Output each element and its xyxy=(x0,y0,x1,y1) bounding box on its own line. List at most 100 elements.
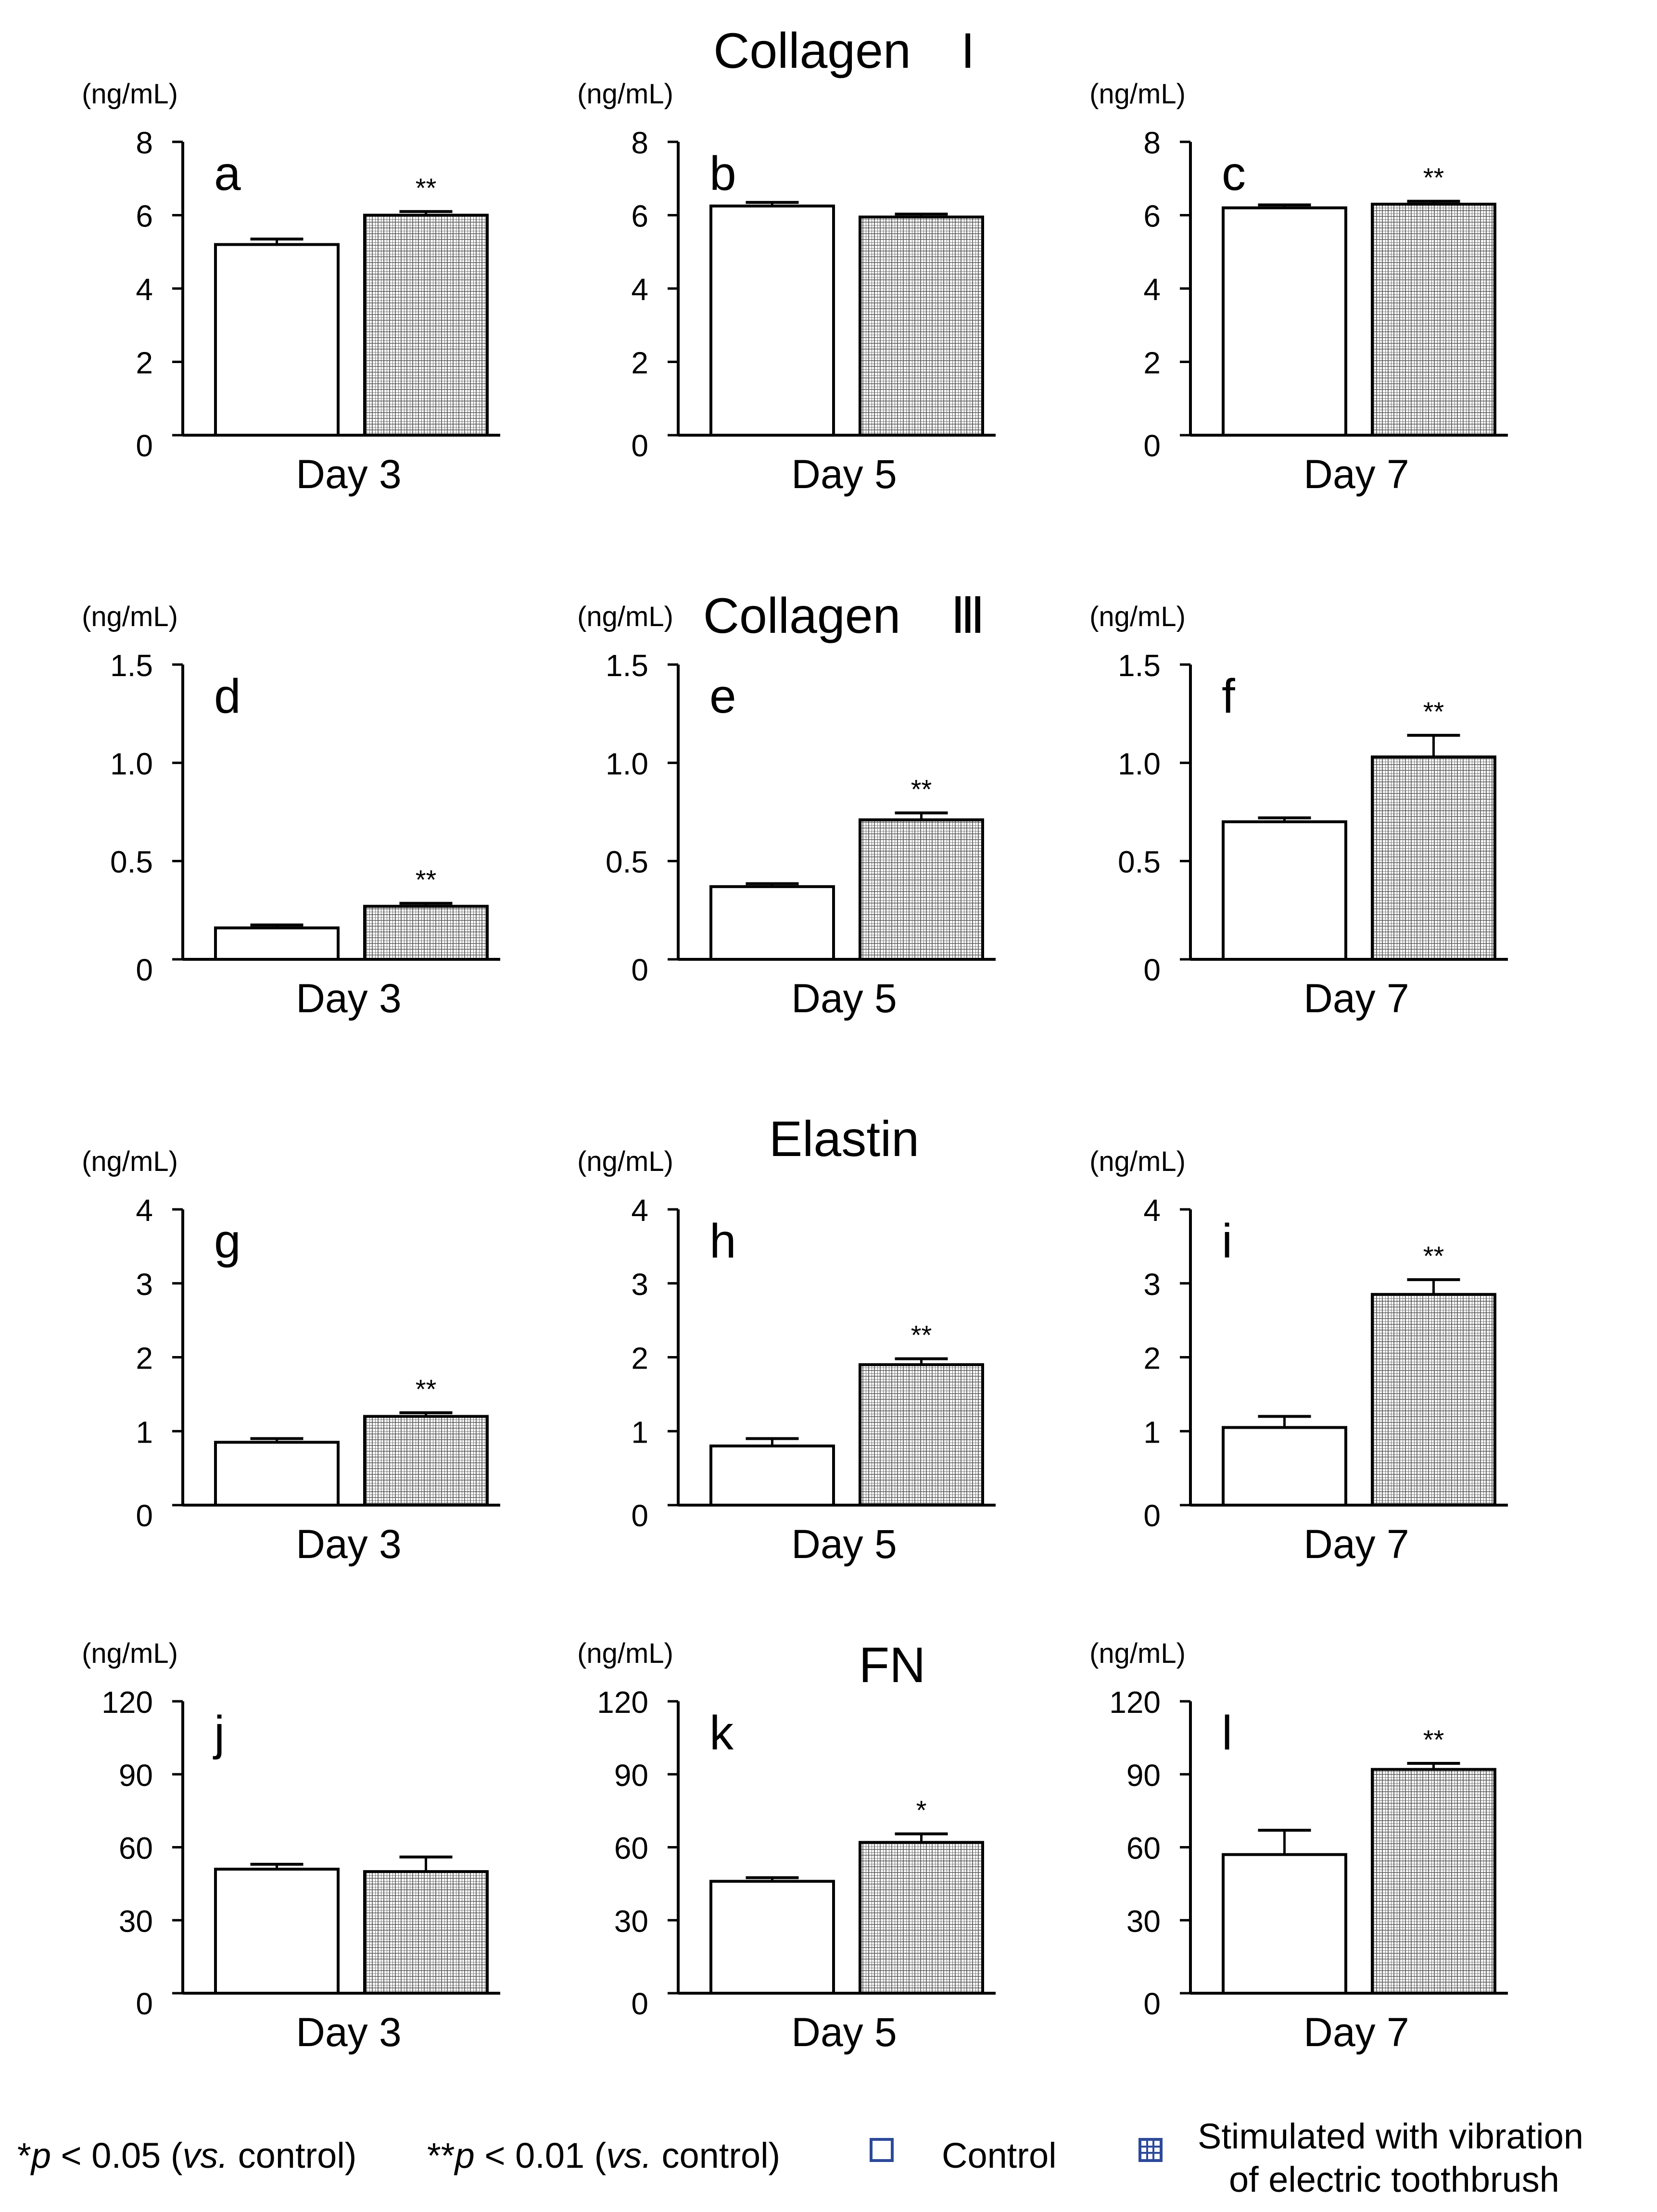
panel-e-significance: ** xyxy=(911,774,932,804)
panel-j-unit-label: (ng/mL) xyxy=(82,1638,178,1669)
panel-g-letter: g xyxy=(214,1214,241,1268)
panel-i-y-tick-label: 1 xyxy=(1143,1415,1161,1449)
panel-a-unit-label: (ng/mL) xyxy=(82,78,178,110)
panel-a-y-tick-label: 6 xyxy=(136,199,153,234)
panel-d-y-tick-label: 0 xyxy=(136,953,153,987)
panel-b-x-label: Day 5 xyxy=(791,452,897,497)
footnote-p01-star: ** xyxy=(427,2136,455,2175)
panel-h-y-tick-label: 3 xyxy=(631,1267,648,1302)
chart-panels: 0 2 4 6 8 (ng/mL) a ** Day 3 0 2 4 6 8 (ng/mL) b Day 5 0 2… xyxy=(82,78,1508,2055)
panel-e-bar-control xyxy=(709,885,835,961)
panel-j-letter: j xyxy=(213,1706,225,1760)
panel-c-y-tick-label: 8 xyxy=(1143,126,1161,160)
panel-b-bar-control xyxy=(709,204,835,437)
panel-g-bar-stimulated xyxy=(363,1415,489,1507)
panel-b-y-tick-label: 4 xyxy=(631,272,648,307)
panel-i-unit-label: (ng/mL) xyxy=(1089,1146,1186,1177)
panel-d-y-tick-label: 1.0 xyxy=(110,746,153,781)
panel-h-x-label: Day 5 xyxy=(791,1521,897,1567)
footnote-p01-rest: < 0.01 ( xyxy=(474,2136,607,2175)
panel-k-letter: k xyxy=(709,1706,734,1760)
panel-f-y-tick-label: 1.5 xyxy=(1118,648,1161,683)
panel-j-bar-control xyxy=(214,1868,340,1995)
panel-g-y-tick-label: 0 xyxy=(136,1498,153,1533)
panel-a-letter: a xyxy=(214,147,241,201)
panel-h-letter: h xyxy=(709,1214,736,1268)
panel-j-y-tick-label: 30 xyxy=(119,1904,153,1938)
panel-b-y-tick-label: 0 xyxy=(631,428,648,463)
panel-k-y-tick-label: 120 xyxy=(597,1685,648,1720)
panel-e-unit-label: (ng/mL) xyxy=(577,601,673,632)
panel-g-y-tick-label: 4 xyxy=(136,1193,153,1228)
panel-d-bar-control xyxy=(214,926,340,961)
panel-j-y-tick-label: 0 xyxy=(136,1986,153,2021)
panel-k-y-tick-label: 90 xyxy=(614,1758,648,1793)
panel-f-letter: f xyxy=(1222,669,1235,723)
panel-e-y-tick-label: 1.5 xyxy=(606,648,648,683)
panel-i-y-tick-label: 0 xyxy=(1143,1498,1161,1533)
panel-j-y-tick-label: 60 xyxy=(119,1831,153,1866)
panel-e-y-tick-label: 1.0 xyxy=(606,746,648,781)
panel-c-unit-label: (ng/mL) xyxy=(1089,78,1186,110)
panel-b-y-tick-label: 2 xyxy=(631,346,648,380)
panel-j-x-label: Day 3 xyxy=(296,2010,401,2055)
panel-a-x-label: Day 3 xyxy=(296,452,401,497)
panel-c-x-label: Day 7 xyxy=(1303,452,1409,497)
panel-l-bar-control xyxy=(1222,1853,1347,1995)
panel-i-bar-control xyxy=(1222,1426,1347,1507)
panel-j-y-tick-label: 120 xyxy=(101,1685,153,1720)
panel-g-bar-control xyxy=(214,1441,340,1507)
panel-c-letter: c xyxy=(1222,147,1246,201)
panel-c-y-tick-label: 4 xyxy=(1143,272,1161,307)
panel-d-y-tick-label: 0.5 xyxy=(110,845,153,880)
legend-control-label: Control xyxy=(942,2136,1057,2175)
panel-a-bar-stimulated xyxy=(363,214,489,437)
panel-h-bar-stimulated xyxy=(859,1363,984,1507)
panel-k-x-label: Day 5 xyxy=(791,2010,897,2055)
legend-stim-line2: of electric toothbrush xyxy=(1229,2160,1559,2199)
panel-g-y-tick-label: 1 xyxy=(136,1415,153,1449)
footnote-p01-vs: vs. xyxy=(606,2136,652,2175)
panel-l-letter: l xyxy=(1222,1706,1232,1760)
footnote-p01: **p < 0.01 (vs. control) xyxy=(427,2135,780,2176)
panel-f-y-tick-label: 0.5 xyxy=(1118,845,1161,880)
panel-k-y-tick-label: 0 xyxy=(631,1986,648,2021)
panel-a-y-tick-label: 2 xyxy=(136,346,153,380)
panel-k-unit-label: (ng/mL) xyxy=(577,1638,673,1669)
panel-k-bar-control xyxy=(709,1880,835,1995)
panel-d-y-tick-label: 1.5 xyxy=(110,648,153,683)
panel-f-y-tick-label: 0 xyxy=(1143,953,1161,987)
panel-l-bar-stimulated xyxy=(1371,1768,1496,1995)
panel-k-y-tick-label: 30 xyxy=(614,1904,648,1938)
panel-c-y-tick-label: 6 xyxy=(1143,199,1161,234)
panel-k-significance: * xyxy=(916,1795,927,1825)
panel-i-y-tick-label: 3 xyxy=(1143,1267,1161,1302)
panel-b-unit-label: (ng/mL) xyxy=(577,78,673,110)
hatched-square-icon xyxy=(1138,2138,1163,2162)
panel-c-bar-control xyxy=(1222,206,1347,437)
open-square-icon xyxy=(870,2138,894,2162)
panel-d-x-label: Day 3 xyxy=(296,976,401,1021)
panel-k-title: FN xyxy=(859,1637,926,1693)
footnote-p05-vs: vs. xyxy=(182,2136,228,2175)
panel-i-y-tick-label: 2 xyxy=(1143,1341,1161,1376)
panel-l-significance: ** xyxy=(1423,1724,1444,1755)
panel-i-significance: ** xyxy=(1423,1241,1444,1271)
panel-c-significance: ** xyxy=(1423,163,1444,193)
footnote-p05-star: * xyxy=(17,2136,31,2175)
section-title-collagen-3: Collagen Ⅲ xyxy=(703,588,986,644)
panel-b-bar-stimulated xyxy=(859,215,984,437)
panel-f-bar-stimulated xyxy=(1371,755,1496,961)
panel-g-unit-label: (ng/mL) xyxy=(82,1146,178,1177)
panel-e-y-tick-label: 0 xyxy=(631,953,648,987)
panel-c-y-tick-label: 0 xyxy=(1143,428,1161,463)
panel-g-y-tick-label: 3 xyxy=(136,1267,153,1302)
panel-c-y-tick-label: 2 xyxy=(1143,346,1161,380)
panel-f-unit-label: (ng/mL) xyxy=(1089,601,1186,632)
panel-h-y-tick-label: 4 xyxy=(631,1193,648,1228)
legend-stim-line1: Stimulated with vibration xyxy=(1198,2116,1584,2156)
footnote-p05-end: control) xyxy=(228,2136,357,2175)
panel-f-bar-control xyxy=(1222,820,1347,961)
panel-k-bar-stimulated xyxy=(859,1841,984,1995)
